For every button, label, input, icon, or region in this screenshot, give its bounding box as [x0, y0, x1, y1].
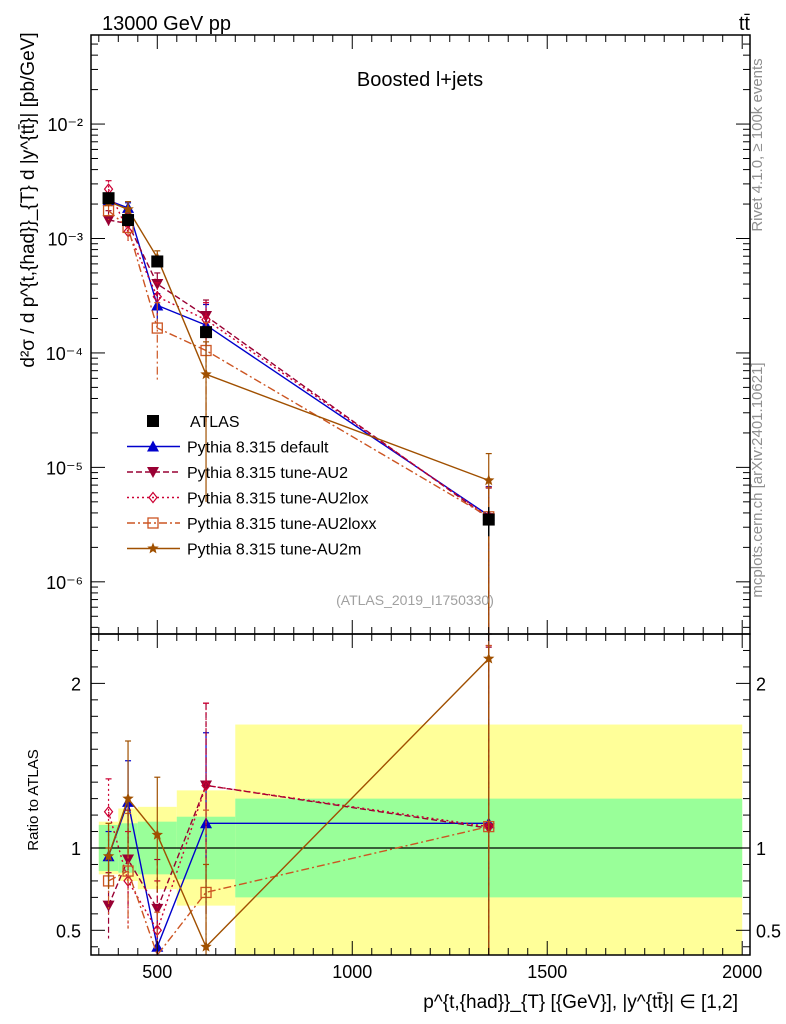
analysis-title: Boosted l+jets — [357, 69, 483, 91]
marker-AU2m — [483, 474, 495, 486]
analysis-watermark: (ATLAS_2019_I1750330) — [336, 592, 494, 608]
ratio-marker-AU2m — [483, 652, 495, 664]
legend-marker-AU2lox — [148, 491, 158, 504]
y-tick-label-ratio: 1 — [71, 839, 81, 859]
ratio-marker-AU2 — [122, 854, 135, 866]
data-point — [151, 255, 164, 268]
y-tick-label-ratio-right: 1 — [756, 839, 766, 859]
marker-AU2loxx — [151, 322, 163, 334]
ratio-marker-AU2 — [151, 903, 164, 915]
marker-AU2m — [200, 368, 212, 380]
ratio-marker-AU2m — [151, 828, 163, 840]
data-point — [482, 513, 495, 526]
legend-label-AU2loxx: Pythia 8.315 tune-AU2loxx — [187, 516, 376, 533]
legend-marker-AU2loxx — [147, 517, 159, 529]
energy-label: 13000 GeV pp — [102, 13, 231, 35]
series-line-AU2lox — [107, 188, 490, 518]
ratio-line-AU2 — [107, 784, 489, 911]
y-axis-main-label: d²σ / d p^{t,{had}}_{T} d |y^{tt̄}| [pb/… — [18, 32, 39, 367]
x-axis-label: p^{t,{had}}_{T} [{GeV}], |y^{tt̄}| ∈ [1,… — [423, 992, 738, 1013]
legend-label-ATLAS: ATLAS — [190, 414, 240, 431]
y-tick-label-main: 10⁻⁴ — [46, 344, 83, 364]
ratio-panel-frame — [90, 633, 751, 956]
ratio-marker-AU2m — [102, 850, 115, 862]
legend-marker-ATLAS — [147, 415, 159, 427]
y-tick-label-ratio: 0.5 — [56, 921, 81, 941]
y-tick-label-ratio-right: 0.5 — [756, 921, 781, 941]
legend-label-default: Pythia 8.315 default — [187, 440, 329, 457]
legend-marker-default — [147, 440, 159, 452]
legend-marker-AU2 — [147, 467, 159, 478]
rivet-version-label: Rivet 4.1.0, ≥ 100k events — [749, 58, 766, 231]
y-axis-ratio-label: Ratio to ATLAS — [25, 749, 42, 850]
legend-label-AU2m: Pythia 8.315 tune-AU2m — [187, 542, 361, 559]
x-tick-label: 1000 — [332, 962, 372, 982]
process-label: tt̄ — [739, 13, 751, 35]
axes-frames — [90, 34, 751, 956]
ratio-marker-AU2lox — [103, 805, 114, 818]
marker-AU2lox — [152, 290, 163, 303]
ratio-marker-AU2m — [200, 940, 212, 952]
axis-ticks: 500 1000 1500 2000 10⁻⁶ 10⁻⁵ 10⁻⁴ 10⁻³ 10⁻² 0.5 0.… — [46, 34, 781, 982]
ratio-uncertainty-band — [91, 724, 750, 955]
ratio-marker-AU2lox — [123, 874, 133, 887]
y-tick-label-main: 10⁻⁵ — [46, 458, 83, 478]
data-point — [200, 326, 213, 339]
legend-label-AU2: Pythia 8.315 tune-AU2 — [187, 465, 348, 482]
marker-AU2m — [122, 203, 134, 215]
main-series-layer — [102, 180, 495, 634]
marker-AU2 — [102, 215, 115, 227]
ratio-marker-AU2lox — [201, 779, 211, 792]
y-tick-label-main: 10⁻³ — [47, 229, 83, 249]
y-tick-label-ratio-right: 2 — [756, 674, 766, 694]
data-point — [122, 214, 135, 227]
y-tick-label-main: 10⁻² — [47, 115, 83, 135]
series-line-AU2loxx — [108, 210, 490, 518]
x-tick-label: 1500 — [527, 962, 567, 982]
x-tick-label: 500 — [142, 962, 172, 982]
legend-marker-AU2m — [147, 542, 159, 554]
data-point — [102, 192, 115, 205]
legend: ATLAS Pythia 8.315 default Pythia 8.315 tu… — [127, 414, 376, 559]
x-tick-label: 2000 — [722, 962, 762, 982]
mcplots-label: mcplots.cern.ch [arXiv:2401.10621] — [749, 362, 766, 597]
ratio-marker-AU2loxx — [122, 865, 134, 877]
legend-label-AU2lox: Pythia 8.315 tune-AU2lox — [187, 491, 368, 508]
ratio-marker-AU2 — [102, 900, 115, 912]
y-tick-label-main: 10⁻⁶ — [46, 573, 83, 593]
y-tick-label-ratio: 2 — [71, 674, 81, 694]
ratio-marker-AU2m — [122, 792, 134, 804]
marker-AU2 — [200, 311, 213, 323]
